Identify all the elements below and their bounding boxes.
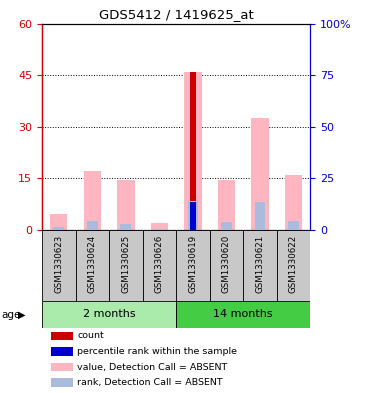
Bar <box>190 202 196 230</box>
Text: GSM1330626: GSM1330626 <box>155 235 164 293</box>
Bar <box>143 230 176 301</box>
Bar <box>120 224 131 230</box>
Bar <box>84 171 101 230</box>
Bar <box>218 180 235 230</box>
Bar <box>277 230 310 301</box>
Text: 14 months: 14 months <box>214 309 273 320</box>
Text: GSM1330622: GSM1330622 <box>289 235 298 293</box>
Bar <box>221 222 232 230</box>
Bar <box>190 72 196 230</box>
Bar <box>51 332 73 340</box>
Text: rank, Detection Call = ABSENT: rank, Detection Call = ABSENT <box>77 378 223 387</box>
Bar <box>87 220 98 230</box>
Bar <box>176 230 210 301</box>
Bar <box>154 229 165 230</box>
Text: GSM1330620: GSM1330620 <box>222 235 231 293</box>
Text: GSM1330621: GSM1330621 <box>255 235 265 293</box>
Text: age: age <box>2 310 21 320</box>
Bar <box>210 230 243 301</box>
Bar <box>176 301 310 328</box>
Text: GSM1330625: GSM1330625 <box>121 235 130 293</box>
Bar <box>42 301 176 328</box>
Bar <box>254 202 265 230</box>
Bar <box>42 230 76 301</box>
Text: GSM1330624: GSM1330624 <box>88 235 97 293</box>
Bar <box>51 363 73 371</box>
Bar <box>285 175 302 230</box>
Bar <box>151 223 168 230</box>
Title: GDS5412 / 1419625_at: GDS5412 / 1419625_at <box>99 8 253 21</box>
Bar <box>243 230 277 301</box>
Bar <box>188 201 198 230</box>
Text: percentile rank within the sample: percentile rank within the sample <box>77 347 238 356</box>
Bar <box>184 72 201 230</box>
Bar <box>50 215 68 230</box>
Text: GSM1330619: GSM1330619 <box>188 235 197 293</box>
Bar <box>53 227 64 230</box>
Bar <box>51 378 73 387</box>
Bar <box>51 347 73 356</box>
Bar <box>109 230 143 301</box>
Bar <box>288 220 299 230</box>
Bar <box>76 230 109 301</box>
Text: count: count <box>77 331 104 340</box>
Bar <box>251 118 269 230</box>
Text: 2 months: 2 months <box>83 309 135 320</box>
Bar <box>117 180 135 230</box>
Text: value, Detection Call = ABSENT: value, Detection Call = ABSENT <box>77 363 228 371</box>
Text: ▶: ▶ <box>18 310 25 320</box>
Text: GSM1330623: GSM1330623 <box>54 235 63 293</box>
